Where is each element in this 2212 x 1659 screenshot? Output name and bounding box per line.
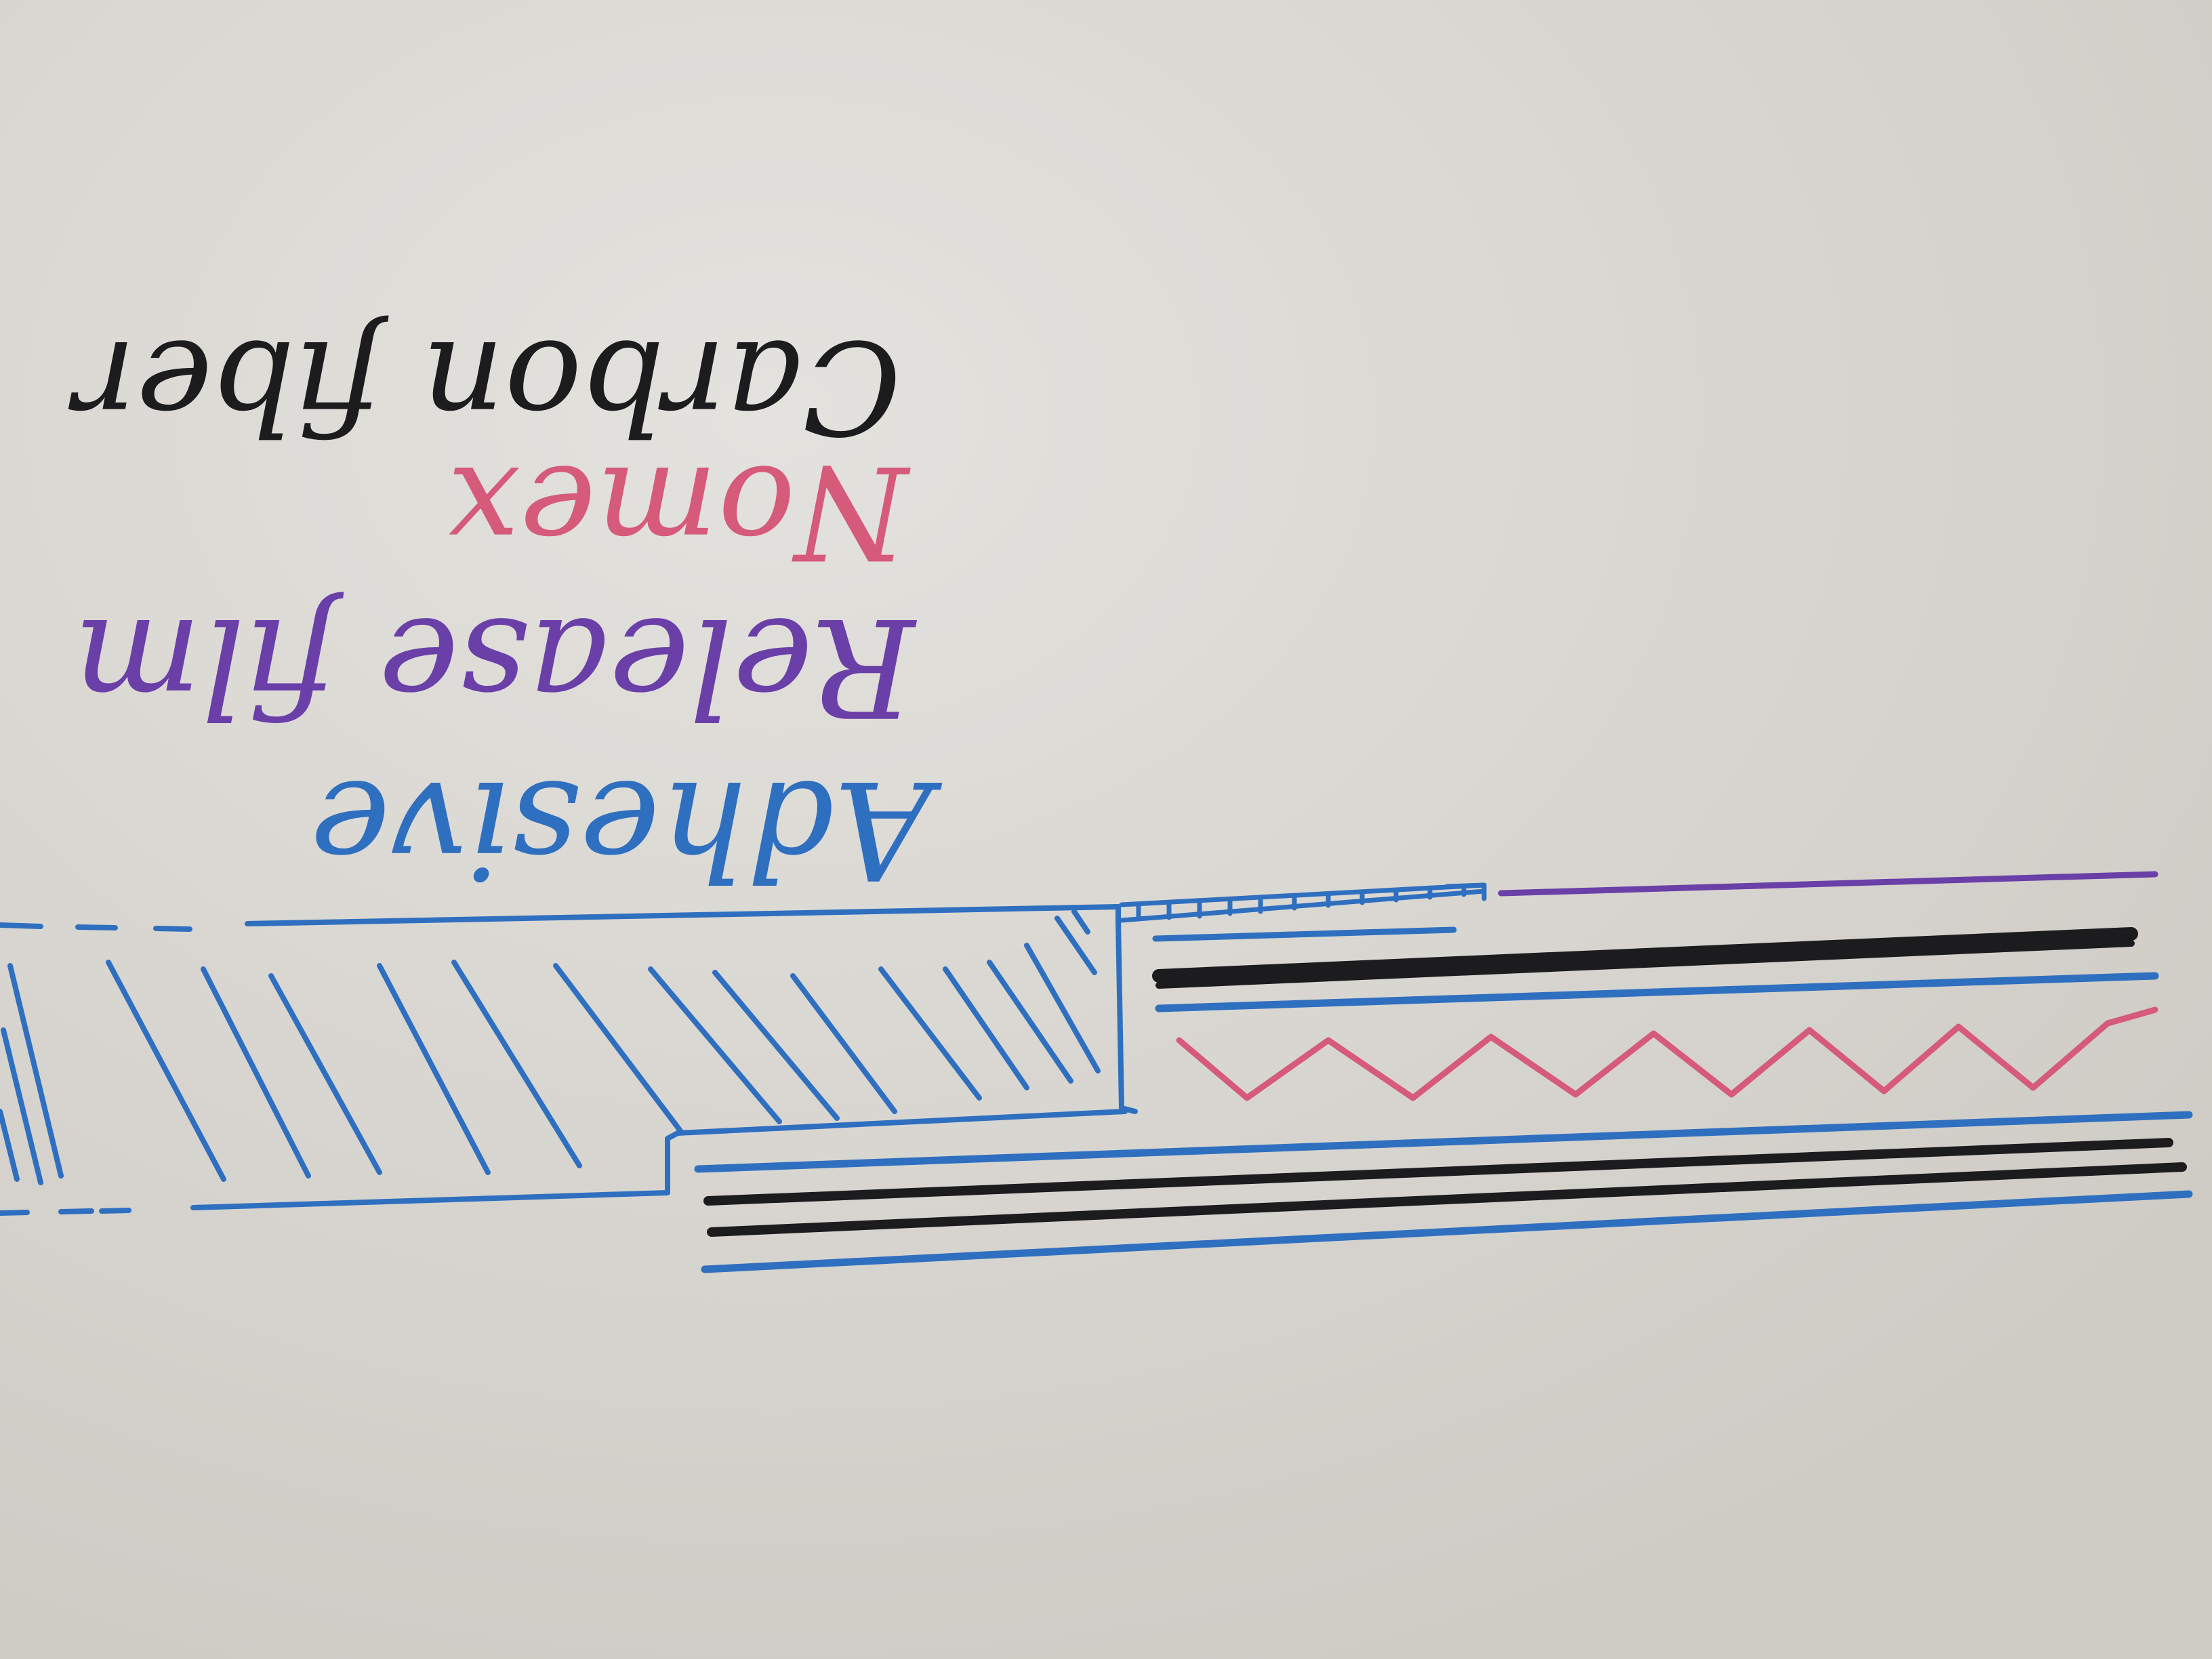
legend: Carbon fiber Nomex Release film Adhesive — [68, 312, 943, 908]
adhesive-outline — [245, 904, 1138, 1114]
lower-carbon-fiber-line-2 — [707, 1162, 2187, 1237]
dash — [153, 926, 192, 932]
adhesive-block — [0, 904, 1138, 1216]
dash — [99, 1208, 131, 1214]
dash — [0, 1210, 30, 1216]
dash — [75, 924, 118, 930]
nomex-core-zigzag — [1176, 1006, 2158, 1101]
top-adhesive-film — [1119, 882, 1487, 923]
layup-sketch — [0, 871, 2193, 1273]
label-nomex: Nomex — [447, 437, 911, 587]
adhesive-bottom-outline — [190, 1109, 1128, 1210]
adhesive-hatching — [0, 909, 1101, 1185]
upper-carbon-fiber-line — [1152, 927, 2138, 983]
label-release-film: Release film — [73, 588, 918, 745]
lower-adhesive-line-2 — [701, 1190, 2193, 1273]
upper-adhesive-line — [1152, 926, 1457, 942]
upper-adhesive-line-2 — [1155, 972, 2159, 1012]
dash — [0, 922, 43, 929]
label-carbon-fiber: Carbon fiber — [68, 312, 901, 462]
lower-carbon-fiber-line — [703, 1138, 2173, 1206]
release-film-line — [1498, 871, 2158, 897]
upper-carbon-fiber-line-2 — [1155, 940, 2135, 989]
dash — [58, 1208, 94, 1214]
label-adhesive: Adhesive — [310, 750, 943, 908]
lower-adhesive-line — [694, 1111, 2193, 1173]
